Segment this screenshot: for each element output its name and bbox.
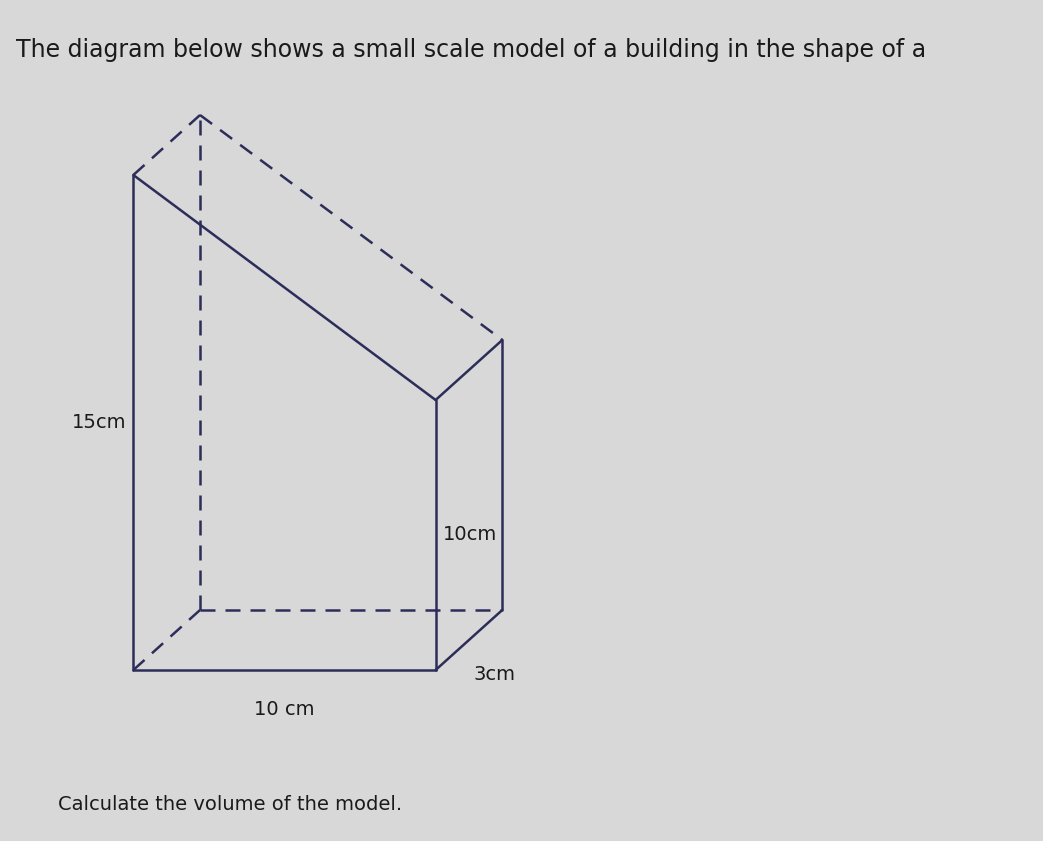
Text: 15cm: 15cm xyxy=(72,413,126,432)
Text: 10cm: 10cm xyxy=(442,526,496,544)
Text: The diagram below shows a small scale model of a building in the shape of a: The diagram below shows a small scale mo… xyxy=(16,38,926,62)
Text: Calculate the volume of the model.: Calculate the volume of the model. xyxy=(57,795,402,814)
Text: 3cm: 3cm xyxy=(474,665,515,684)
Text: 10 cm: 10 cm xyxy=(254,700,315,719)
